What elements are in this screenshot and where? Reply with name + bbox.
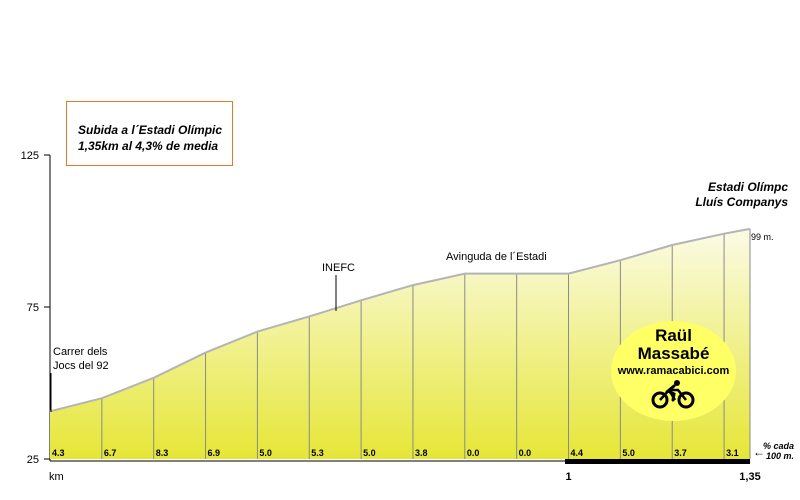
x-axis-label: km: [49, 471, 64, 483]
author-logo: Raül Massabé www.ramacabici.com: [611, 321, 736, 421]
x-tick-label: 1,35: [739, 471, 760, 483]
annotation-inefc: INEFC: [322, 262, 355, 274]
gradient-unit-line1: % cada: [762, 441, 794, 451]
gradient-label: 5.0: [622, 448, 635, 458]
annotation-avinguda: Avinguda de l´Estadi: [446, 251, 547, 263]
chart-subtitle: 1,35km al 4,3% de media: [78, 139, 219, 153]
gradient-label: 3.7: [674, 448, 687, 458]
gradient-label: 0.0: [467, 448, 480, 458]
logo-name-line2: Massabé: [637, 344, 710, 363]
cyclist-icon: [611, 379, 736, 414]
gradient-label: 8.3: [156, 448, 169, 458]
gradient-label: 6.7: [104, 448, 117, 458]
gradient-label: 5.3: [311, 448, 324, 458]
logo-url: www.ramacabici.com: [617, 365, 730, 377]
profile-area: [50, 228, 750, 459]
chart-title-box: Subida a l´Estadi Olímpic 1,35km al 4,3%…: [66, 101, 233, 166]
gradient-label: 4.4: [571, 448, 584, 458]
gradient-label: 4.3: [52, 448, 65, 458]
gradient-label: 5.0: [363, 448, 376, 458]
annotation-start-line1: Carrer dels: [53, 346, 108, 358]
logo-name-line1: Raül: [655, 326, 692, 345]
gradient-label: 3.8: [415, 448, 428, 458]
annotation-summit-elevation: 99 m.: [751, 232, 774, 242]
summit-label-line1: Estadi Olímpc: [707, 180, 788, 194]
gradient-unit-line2: 100 m.: [765, 451, 794, 461]
annotation-start-line2: Jocs del 92: [53, 360, 109, 372]
gradient-label: 5.0: [259, 448, 272, 458]
arrow-left-icon: ←: [753, 445, 765, 459]
y-tick-label: 75: [27, 302, 39, 314]
y-tick-label: 25: [27, 454, 39, 466]
final-section-bar: [565, 459, 750, 464]
profile-line: [49, 227, 751, 413]
gradient-label: 6.9: [208, 448, 221, 458]
gradient-unit-note: % cada 100 m.: [763, 441, 794, 461]
chart-title: Subida a l´Estadi Olímpic: [78, 123, 223, 137]
gradient-label: 3.1: [726, 448, 739, 458]
summit-label: Estadi Olímpc Lluís Companys: [695, 180, 788, 210]
summit-label-line2: Lluís Companys: [695, 195, 788, 209]
gradient-label: 0.0: [519, 448, 532, 458]
y-tick-label: 125: [21, 150, 39, 162]
x-tick-label: 1: [565, 471, 571, 483]
